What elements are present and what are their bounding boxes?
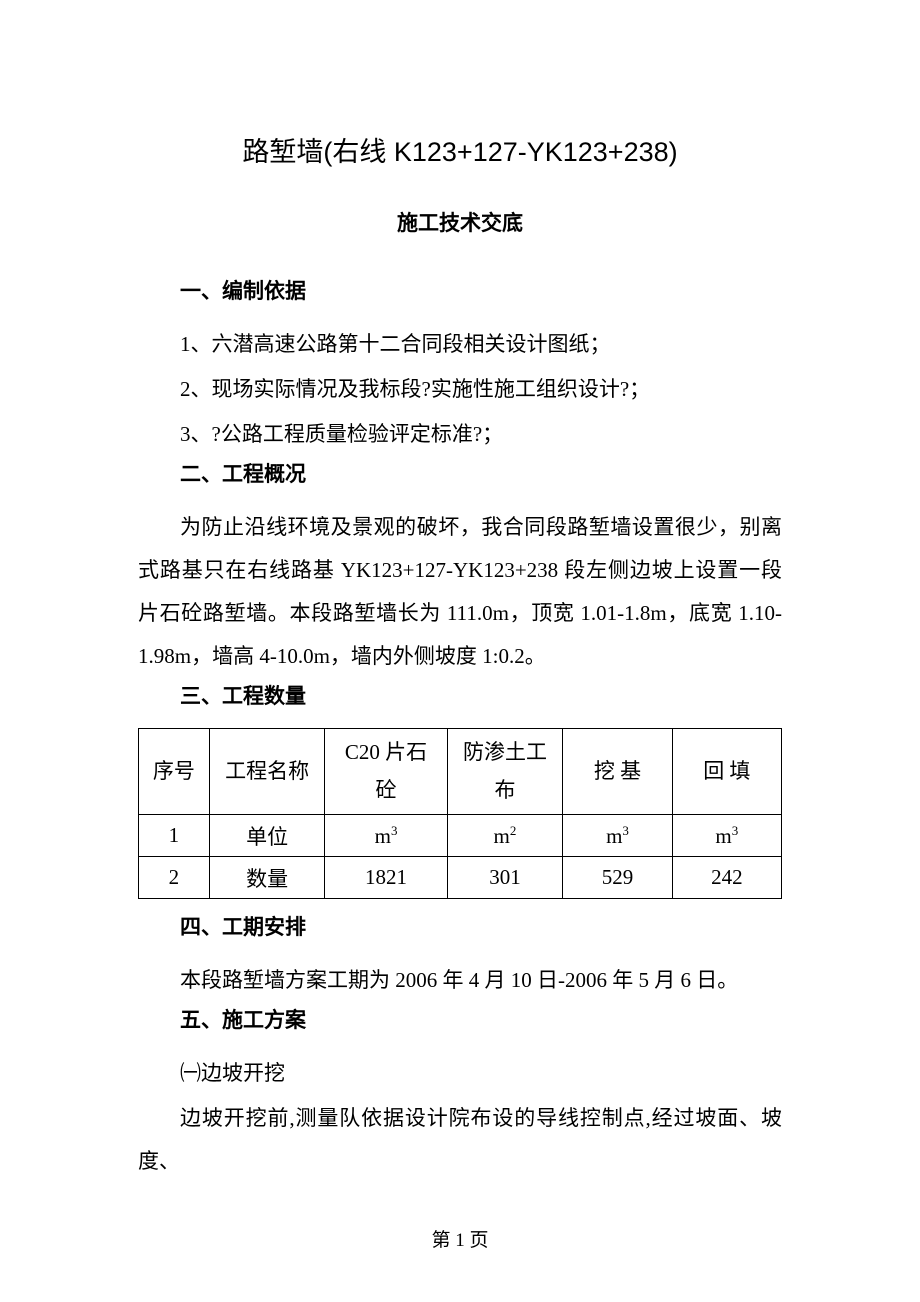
section-1-item-1: 1、六潜高速公路第十二合同段相关设计图纸；: [138, 323, 782, 366]
section-2-heading: 二、工程概况: [138, 458, 782, 488]
table-cell: m2: [447, 815, 563, 857]
table-header-row: 序号 工程名称 C20 片石砼 防渗土工布 挖 基 回 填: [139, 729, 782, 815]
table-cell: m3: [325, 815, 447, 857]
section-2-paragraph: 为防止沿线环境及景观的破坏，我合同段路堑墙设置很少，别离式路基只在右线路基 YK…: [138, 506, 782, 678]
table-header-col2: 防渗土工布: [447, 729, 563, 815]
section-1-heading: 一、编制依据: [138, 275, 782, 305]
table-cell: 1: [139, 815, 210, 857]
table-cell: 242: [672, 857, 781, 899]
section-3-heading: 三、工程数量: [138, 680, 782, 710]
table-header-col4: 回 填: [672, 729, 781, 815]
table-header-name: 工程名称: [209, 729, 325, 815]
document-title: 路堑墙(右线 K123+127-YK123+238): [138, 130, 782, 169]
section-5-heading: 五、施工方案: [138, 1004, 782, 1034]
section-1-item-2: 2、现场实际情况及我标段?实施性施工组织设计?；: [138, 368, 782, 411]
table-cell: 单位: [209, 815, 325, 857]
section-1-item-3: 3、?公路工程质量检验评定标准?；: [138, 413, 782, 456]
section-5-paragraph: 边坡开挖前,测量队依据设计院布设的导线控制点,经过坡面、坡度、: [138, 1097, 782, 1183]
table-row: 2 数量 1821 301 529 242: [139, 857, 782, 899]
table-header-col1: C20 片石砼: [325, 729, 447, 815]
table-cell: m3: [563, 815, 672, 857]
section-5-sub1: ㈠边坡开挖: [138, 1052, 782, 1095]
table-cell: m3: [672, 815, 781, 857]
table-header-col3: 挖 基: [563, 729, 672, 815]
table-cell: 2: [139, 857, 210, 899]
section-4-paragraph: 本段路堑墙方案工期为 2006 年 4 月 10 日-2006 年 5 月 6 …: [138, 959, 782, 1002]
table-row: 1 单位 m3 m2 m3 m3: [139, 815, 782, 857]
table-cell: 数量: [209, 857, 325, 899]
page-number: 第 1 页: [0, 1225, 920, 1252]
table-header-seq: 序号: [139, 729, 210, 815]
table-cell: 529: [563, 857, 672, 899]
section-4-heading: 四、工期安排: [138, 911, 782, 941]
document-subtitle: 施工技术交底: [138, 207, 782, 237]
quantity-table: 序号 工程名称 C20 片石砼 防渗土工布 挖 基 回 填 1 单位 m3 m2…: [138, 728, 782, 899]
table-cell: 301: [447, 857, 563, 899]
table-cell: 1821: [325, 857, 447, 899]
